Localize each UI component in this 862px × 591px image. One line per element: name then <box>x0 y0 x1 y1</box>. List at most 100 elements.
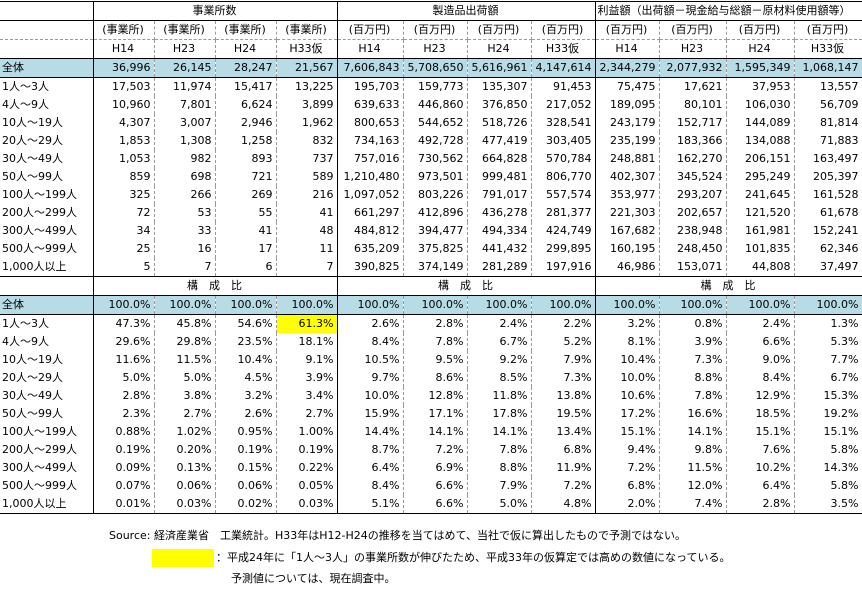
table-cell: 1,962 <box>276 114 338 132</box>
year-header-cell: H24 <box>467 39 532 59</box>
year-header-cell: H14 <box>93 39 155 59</box>
table-cell: 0.15% <box>215 459 277 477</box>
table-cell: 269 <box>215 186 277 204</box>
table-cell: 48 <box>276 222 338 240</box>
table-cell: 13.8% <box>531 387 596 405</box>
table-cell: 248,450 <box>659 240 727 258</box>
table-cell: 25 <box>93 240 155 258</box>
table-cell: 375,825 <box>403 240 468 258</box>
source-note: Source: 経済産業省 工業統計。H33年はH12-H24の推移を当てはめて… <box>109 529 686 542</box>
table-cell: 152,717 <box>659 114 727 132</box>
table-cell: 37,953 <box>726 77 795 96</box>
table-cell: 5.2% <box>531 333 596 351</box>
table-cell: 100.0% <box>215 295 277 315</box>
table-cell: 21,567 <box>276 58 338 78</box>
table-cell: 721 <box>215 168 277 186</box>
table-cell: 477,419 <box>467 132 532 150</box>
unit-row: (事業所) (事業所) (事業所) (事業所) (百万円) (百万円) (百万円) (百万円)… <box>0 20 862 40</box>
table-cell: 11.5% <box>659 459 727 477</box>
table-cell: 1.00% <box>276 423 338 441</box>
table-cell: 135,307 <box>467 77 532 96</box>
table-cell: 2,077,932 <box>659 58 727 78</box>
table-cell: 737 <box>276 150 338 168</box>
table-cell: 441,432 <box>467 240 532 258</box>
table-cell: 10.2% <box>726 459 795 477</box>
table-cell: 5 <box>93 258 155 277</box>
table-cell: 33 <box>154 222 216 240</box>
year-header-cell: H14 <box>337 39 404 59</box>
table-cell: 7.9% <box>531 351 596 369</box>
table-cell: 0.95% <box>215 423 277 441</box>
year-header-cell: H24 <box>215 39 277 59</box>
table-row: 50人～99人 2.3% 2.7% 2.6% 2.7% 15.9% 17.1% 17.8% 19… <box>0 405 862 423</box>
row-label: 1人～3人 <box>0 77 94 96</box>
row-label: 500人～999人 <box>0 477 94 495</box>
year-header-cell: H23 <box>659 39 727 59</box>
table-row: 300人～499人 0.09% 0.13% 0.15% 0.22% 6.4% 6.9% 8.8… <box>0 459 862 477</box>
table-cell: 206,151 <box>726 150 795 168</box>
table-cell: 0.07% <box>93 477 155 495</box>
unit-header-cell: (百万円) <box>726 20 795 40</box>
unit-header-cell: (百万円) <box>403 20 468 40</box>
table-cell: 3.5% <box>794 495 862 514</box>
table-cell: 71,883 <box>794 132 862 150</box>
row-label: 10人～19人 <box>0 351 94 369</box>
table-cell: 806,770 <box>531 168 596 186</box>
table-cell: 7.8% <box>659 387 727 405</box>
table-cell: 281,289 <box>467 258 532 277</box>
unit-header-cell: (百万円) <box>467 20 532 40</box>
table-cell: 19.5% <box>531 405 596 423</box>
table-cell: 7.3% <box>531 369 596 387</box>
table-cell: 26,145 <box>154 58 216 78</box>
table-cell: 10.0% <box>595 369 660 387</box>
unit-header-cell: (百万円) <box>659 20 727 40</box>
table-cell: 4,307 <box>93 114 155 132</box>
table-row: 4人～9人 10,960 7,801 6,624 3,899 639,633 446,860… <box>0 96 862 114</box>
table-cell: 0.8% <box>659 314 727 333</box>
table-cell: 6,624 <box>215 96 277 114</box>
unit-header-cell: (百万円) <box>337 20 404 40</box>
table-cell: 893 <box>215 150 277 168</box>
row-label: 30人～49人 <box>0 387 94 405</box>
table-cell: 3.2% <box>595 314 660 333</box>
table-cell: 4.5% <box>215 369 277 387</box>
table-cell: 734,163 <box>337 132 404 150</box>
table-cell: 0.01% <box>93 495 155 514</box>
table-cell: 17.2% <box>595 405 660 423</box>
table-cell: 639,633 <box>337 96 404 114</box>
table-cell: 832 <box>276 132 338 150</box>
table-cell: 345,524 <box>659 168 727 186</box>
table-cell: 11.5% <box>154 351 216 369</box>
table-cell: 17.1% <box>403 405 468 423</box>
table-cell: 8.8% <box>467 459 532 477</box>
table-cell: 0.19% <box>93 441 155 459</box>
table-cell: 17,503 <box>93 77 155 96</box>
row-label: 20人～29人 <box>0 369 94 387</box>
table-cell: 248,881 <box>595 150 660 168</box>
table-cell: 5,708,650 <box>403 58 468 78</box>
table-row: 30人～49人 2.8% 3.8% 3.2% 3.4% 10.0% 12.8% 11.8% 13… <box>0 387 862 405</box>
table-cell: 492,728 <box>403 132 468 150</box>
table-cell: 121,520 <box>726 204 795 222</box>
table-cell: 161,981 <box>726 222 795 240</box>
table-cell: 1,097,052 <box>337 186 404 204</box>
table-cell: 3,899 <box>276 96 338 114</box>
table-cell: 100.0% <box>276 295 338 315</box>
row-label: 30人～49人 <box>0 150 94 168</box>
table-cell: 0.22% <box>276 459 338 477</box>
table-cell: 144,089 <box>726 114 795 132</box>
table-row: 200人～299人 0.19% 0.20% 0.19% 0.19% 8.7% 7.2% 7.8… <box>0 441 862 459</box>
table-cell: 8.6% <box>403 369 468 387</box>
table-cell: 152,241 <box>794 222 862 240</box>
table-row: 200人～299人 72 53 55 41 661,297 412,896 436,278 28… <box>0 204 862 222</box>
table-cell: 53 <box>154 204 216 222</box>
table-row: 10人～19人 11.6% 11.5% 10.4% 9.1% 10.5% 9.5% 9.2% 7… <box>0 351 862 369</box>
forecast-note: 予測値については、現在調査中。 <box>231 572 396 585</box>
table-cell: 15.9% <box>337 405 404 423</box>
table-row: 50人～99人 859 698 721 589 1,210,480 973,501 999,4… <box>0 168 862 186</box>
table-cell: 8.7% <box>337 441 404 459</box>
highlighted-cell: 61.3% <box>276 314 338 333</box>
table-row: 20人～29人 5.0% 5.0% 4.5% 3.9% 9.7% 8.6% 8.5% 7.3% 1… <box>0 369 862 387</box>
row-label: 100人～199人 <box>0 423 94 441</box>
table-cell: 803,226 <box>403 186 468 204</box>
